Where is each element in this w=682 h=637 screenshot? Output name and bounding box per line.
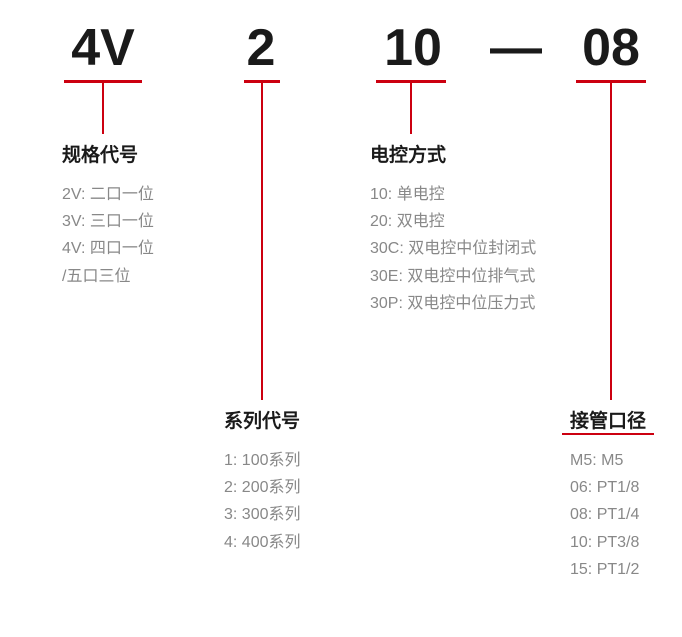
section-item: 10: PT3/8 [570,529,646,556]
connector-4 [610,82,612,400]
section-item: 3V: 三口一位 [62,208,154,235]
section-spec-code: 规格代号 2V: 二口一位 3V: 三口一位 4V: 四口一位 /五口三位 [62,140,154,290]
connector-3 [410,82,412,134]
section-item: /五口三位 [62,263,154,290]
section-title: 规格代号 [62,140,154,167]
code-part-1: 4V [58,18,148,78]
section-item: 10: 单电控 [370,181,536,208]
code-part-2: 2 [236,18,286,78]
section-title: 系列代号 [224,406,301,433]
section-item: 2V: 二口一位 [62,181,154,208]
port-size-title-underline [562,433,654,435]
section-title: 电控方式 [370,140,536,167]
section-control-type: 电控方式 10: 单电控 20: 双电控 30C: 双电控中位封闭式 30E: … [370,140,536,317]
section-item: 06: PT1/8 [570,474,646,501]
connector-1 [102,82,104,134]
section-title: 接管口径 [570,406,646,433]
section-item: 30E: 双电控中位排气式 [370,263,536,290]
section-item: 30C: 双电控中位封闭式 [370,235,536,262]
section-item: 15: PT1/2 [570,556,646,583]
section-item: 1: 100系列 [224,447,301,474]
section-item: 4: 400系列 [224,529,301,556]
section-item: M5: M5 [570,447,646,474]
code-part-4: 08 [566,18,656,78]
section-item: 08: PT1/4 [570,501,646,528]
section-item: 3: 300系列 [224,501,301,528]
section-item: 30P: 双电控中位压力式 [370,290,536,317]
code-dash: — [490,18,542,78]
connector-2 [261,82,263,400]
section-series-code: 系列代号 1: 100系列 2: 200系列 3: 300系列 4: 400系列 [224,406,301,556]
section-item: 2: 200系列 [224,474,301,501]
section-item: 20: 双电控 [370,208,536,235]
code-part-3: 10 [368,18,458,78]
section-item: 4V: 四口一位 [62,235,154,262]
